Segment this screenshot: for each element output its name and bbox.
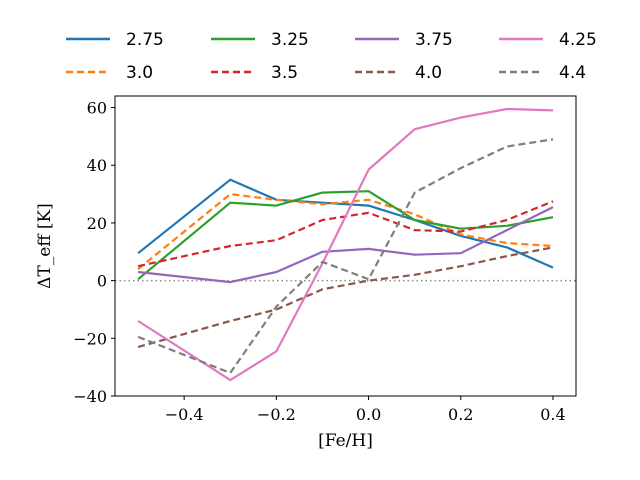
series-line-4-25: [137, 107, 554, 382]
series-line-3-75: [137, 206, 554, 284]
legend-label: 3.0: [126, 63, 153, 83]
legend-label: 3.75: [415, 30, 453, 50]
x-tick-label: 0.0: [356, 405, 381, 424]
legend-label: 4.4: [559, 63, 586, 83]
legend-item-2-75: 2.75: [66, 30, 164, 50]
legend-item-3-75: 3.75: [355, 30, 453, 50]
x-tick-label: 0.4: [540, 405, 565, 424]
series-line-3-25: [137, 190, 554, 281]
series-line-4-4: [137, 138, 554, 374]
x-tick-label: −0.2: [257, 405, 296, 424]
plot-frame: [114, 95, 577, 397]
legend-item-4-0: 4.0: [355, 63, 442, 83]
plot-area: [114, 95, 577, 397]
legend-item-4-25: 4.25: [499, 30, 597, 50]
series-line-4-0: [137, 246, 554, 349]
series-line-3-5: [137, 200, 554, 268]
legend-item-3-0: 3.0: [66, 63, 153, 83]
x-axis-label: [Fe/H]: [318, 431, 373, 451]
legend-item-4-4: 4.4: [499, 63, 586, 83]
series-line-3-0: [137, 193, 554, 270]
y-tick-label: 60: [87, 99, 107, 118]
legend-item-3-25: 3.25: [211, 30, 309, 50]
y-tick-label: 40: [87, 156, 107, 175]
x-tick-label: −0.4: [165, 405, 204, 424]
legend-label: 3.25: [271, 30, 309, 50]
legend-label: 2.75: [126, 30, 164, 50]
legend-label: 4.25: [559, 30, 597, 50]
legend: 2.75 3.25 3.75 4.25 3.0 3.5 4.0 4.4: [66, 30, 597, 83]
x-tick-label: 0.2: [448, 405, 473, 424]
x-axis: −0.4 −0.2 0.0 0.2 0.4: [165, 396, 566, 424]
series-line-2-75: [137, 178, 554, 269]
y-tick-label: 20: [87, 214, 107, 233]
series-group: [137, 107, 554, 382]
legend-item-3-5: 3.5: [211, 63, 298, 83]
y-axis-label: ΔT_eff [K]: [35, 203, 55, 289]
y-tick-label: 0: [97, 272, 107, 291]
y-tick-label: −20: [73, 329, 107, 348]
legend-label: 4.0: [415, 63, 442, 83]
legend-label: 3.5: [271, 63, 298, 83]
y-tick-label: −40: [73, 387, 107, 406]
y-axis: −40 −20 0 20 40 60: [73, 99, 115, 406]
